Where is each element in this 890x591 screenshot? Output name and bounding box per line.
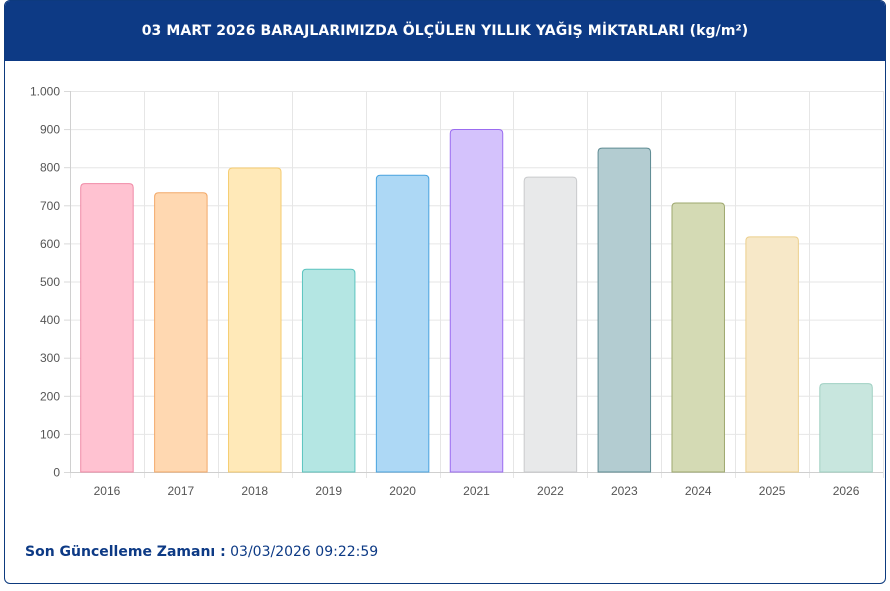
bar-2018 [228,167,282,473]
x-tick-label: 2025 [759,484,786,498]
last-updated-value: 03/03/2026 09:22:59 [230,544,379,560]
x-tick-label: 2022 [537,484,564,498]
y-tick-label: 100 [40,427,60,441]
x-tick-label: 2017 [168,484,195,498]
x-tick-label: 2021 [463,484,490,498]
card-header: 03 MART 2026 BARAJLARIMIZDA ÖLÇÜLEN YILL… [5,1,885,61]
y-tick-label: 200 [40,389,60,403]
y-tick-label: 800 [40,161,60,175]
y-tick-label: 400 [40,313,60,327]
y-tick-label: 600 [40,237,60,251]
x-tick-label: 2023 [611,484,638,498]
bar-2024 [671,202,725,473]
bar-2016 [80,183,134,473]
chart-card: 03 MART 2026 BARAJLARIMIZDA ÖLÇÜLEN YILL… [4,0,886,584]
y-tick-label: 1.000 [30,85,60,99]
chart-title: 03 MART 2026 BARAJLARIMIZDA ÖLÇÜLEN YILL… [141,23,749,39]
y-tick-label: 900 [40,123,60,137]
x-tick-label: 2016 [94,484,121,498]
bar-2020 [375,174,430,473]
x-tick-label: 2018 [241,484,268,498]
x-tick-label: 2019 [315,484,342,498]
last-updated: Son Güncelleme Zamanı : 03/03/2026 09:22… [25,544,378,560]
last-updated-label: Son Güncelleme Zamanı : [25,544,226,560]
chart-area: 0 100 200 300 400 500 600 700 800 900 1.000 2016 201… [5,61,885,511]
y-tick-label: 300 [40,351,60,365]
bar-2026 [819,383,873,473]
bar-2023 [597,147,652,473]
x-tick-label: 2026 [833,484,860,498]
y-tick-label: 500 [40,275,60,289]
bar-2017 [154,192,208,473]
bar-chart: 0 100 200 300 400 500 600 700 800 900 1.000 2016 201… [30,85,884,498]
bar-2019 [301,268,356,473]
bar-2021 [449,128,504,473]
x-tick-label: 2020 [389,484,416,498]
y-tick-label: 700 [40,199,60,213]
bar-2022 [523,176,578,473]
bar-2025 [745,236,799,473]
x-tick-label: 2024 [685,484,712,498]
y-tick-label: 0 [53,466,60,480]
